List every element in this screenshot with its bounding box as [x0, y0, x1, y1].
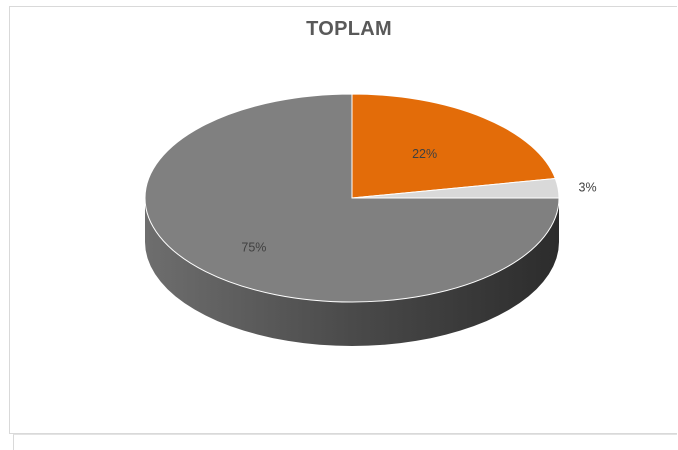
pie-slice-side-2	[145, 198, 559, 346]
data-label-2: 75%	[241, 240, 266, 254]
data-label-1: 3%	[579, 181, 597, 195]
sheet-divider	[13, 434, 677, 450]
pie-slice-2	[144, 93, 560, 303]
pie-slice-0	[351, 93, 557, 199]
chart-title: TOPLAM	[306, 18, 392, 40]
data-label-0: 22%	[412, 147, 437, 161]
